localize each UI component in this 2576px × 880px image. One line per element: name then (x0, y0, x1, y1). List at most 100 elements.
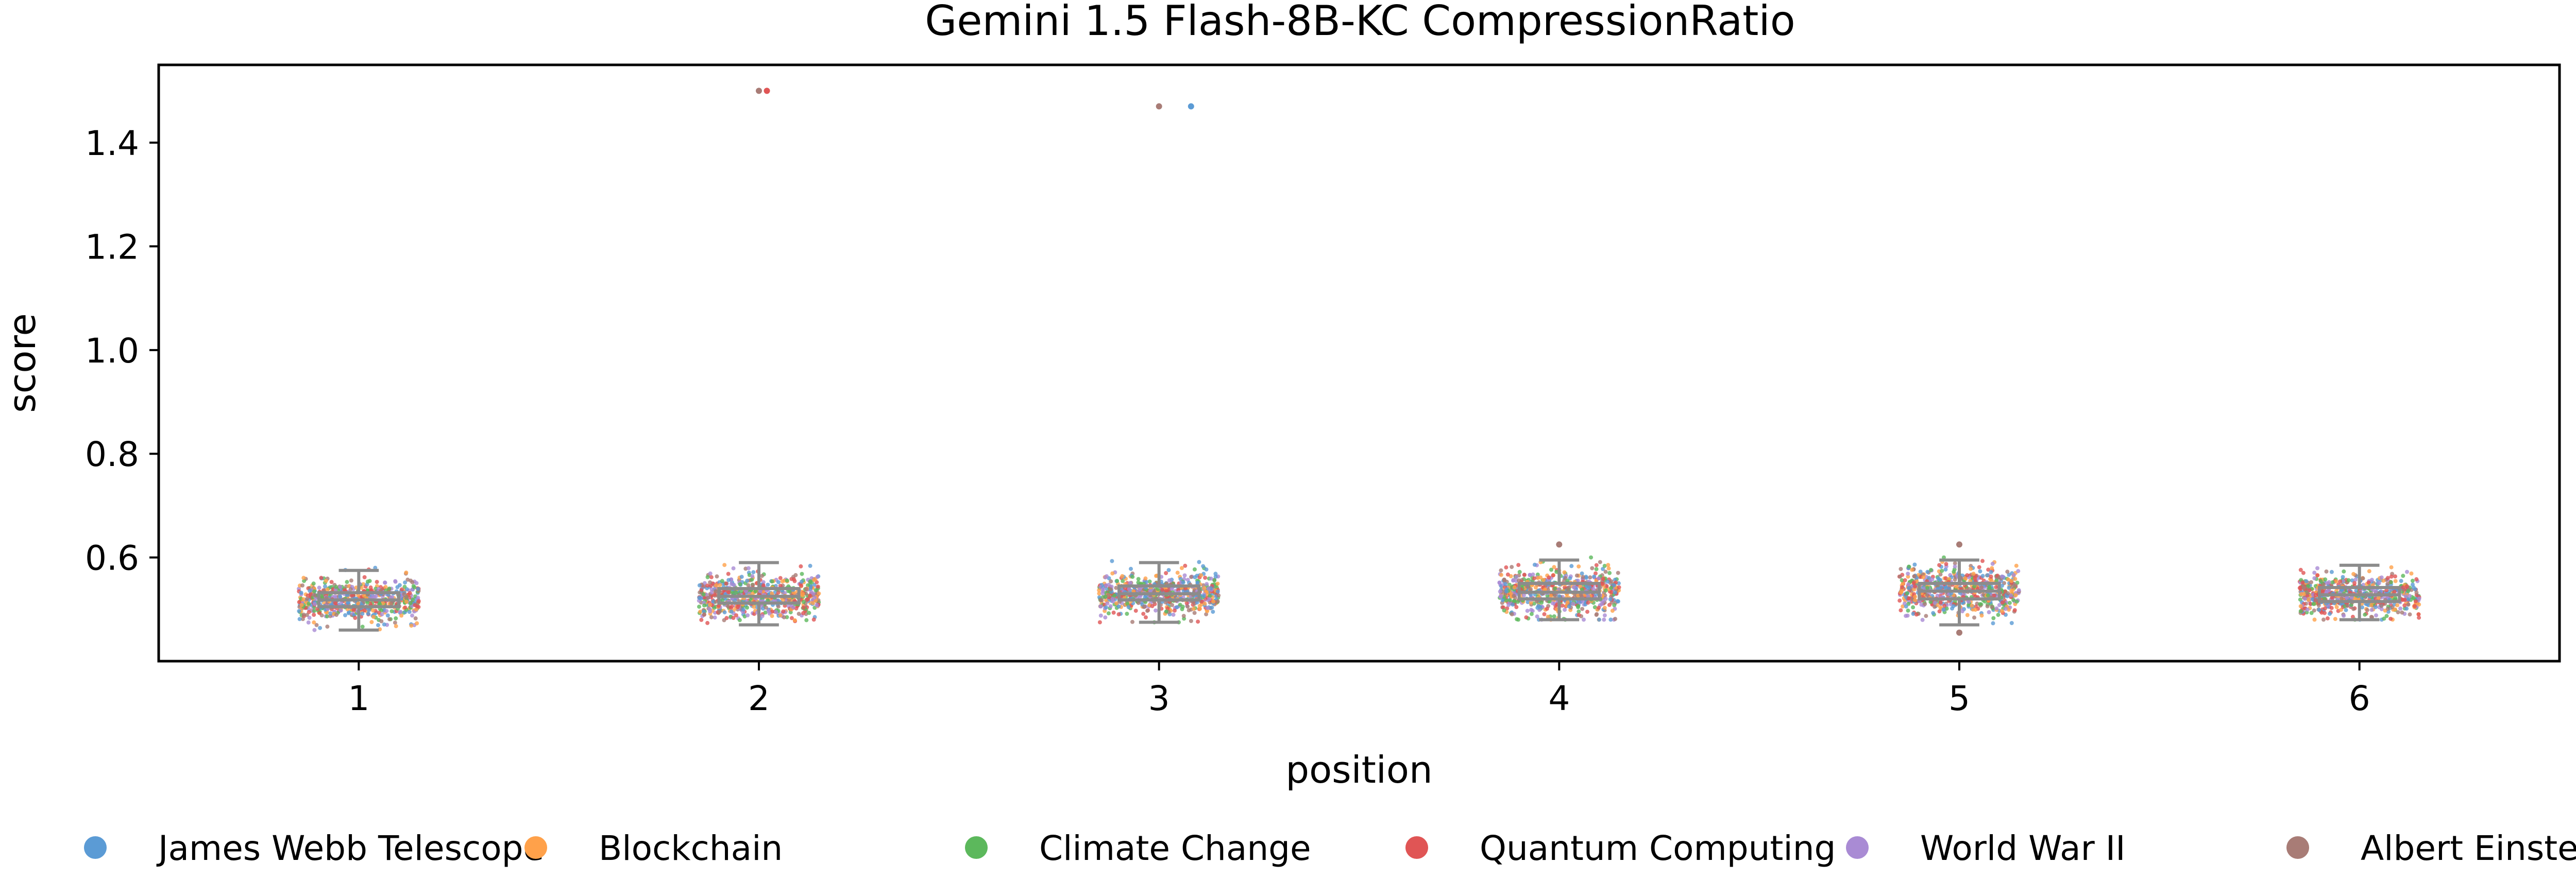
strip-point (2414, 577, 2419, 581)
outlier-point (756, 88, 762, 94)
strip-point (1138, 587, 1142, 592)
strip-point (2305, 593, 2310, 598)
strip-point (1201, 594, 1206, 598)
strip-point (369, 620, 374, 625)
strip-point (714, 589, 718, 594)
strip-point (2408, 594, 2412, 598)
strip-point (1996, 613, 2001, 617)
strip-point (1098, 604, 1103, 609)
strip-point (1097, 620, 1102, 625)
strip-point (1185, 605, 1190, 609)
strip-point (785, 578, 789, 583)
strip-point (2388, 616, 2393, 621)
strip-point (1498, 589, 1502, 594)
legend-label: Quantum Computing (1480, 829, 1836, 868)
strip-point (297, 609, 301, 613)
strip-point (1136, 601, 1141, 605)
strip-point (1522, 573, 1527, 577)
strip-point (325, 587, 330, 592)
strip-point (2367, 569, 2371, 574)
strip-point (1528, 573, 1532, 577)
strip-point (394, 624, 398, 628)
strip-point (766, 598, 770, 602)
strip-point (2315, 573, 2319, 578)
strip-point (1175, 605, 1179, 610)
strip-point (1160, 588, 1164, 592)
strip-point (2007, 600, 2012, 605)
strip-point (2324, 569, 2329, 574)
strip-point (307, 615, 312, 620)
strip-point (1532, 562, 1537, 567)
strip-point (705, 620, 710, 625)
strip-point (1545, 607, 1549, 611)
strip-point (1182, 573, 1187, 578)
strip-point (1100, 591, 1105, 596)
strip-point (404, 599, 409, 604)
strip-point (299, 602, 304, 607)
boxplot-6 (2318, 563, 2401, 622)
strip-point (1514, 575, 1519, 579)
strip-point (724, 616, 729, 620)
strip-point (2309, 580, 2313, 584)
strip-point (1923, 602, 1927, 606)
legend-item: World War II (1846, 829, 2126, 868)
strip-point (1978, 602, 1982, 607)
strip-point (1899, 608, 1903, 613)
strip-point (1904, 604, 1908, 609)
strip-point (2298, 567, 2303, 572)
strip-point (2396, 610, 2400, 614)
strip-point (305, 596, 310, 601)
strip-point (2013, 577, 2018, 581)
strip-point (1584, 584, 1589, 589)
strip-point (722, 610, 727, 615)
strip-point (1171, 612, 1176, 617)
strip-point (307, 601, 311, 606)
strip-point (774, 610, 778, 614)
strip-point (701, 592, 706, 597)
strip-point (1563, 608, 1567, 612)
y-axis-label: score (1, 313, 44, 412)
strip-point (2411, 585, 2416, 590)
strip-point (407, 610, 412, 614)
strip-point (2322, 596, 2327, 601)
strip-point (699, 617, 704, 622)
strip-point (2298, 609, 2303, 613)
strip-point (1615, 599, 1620, 603)
strip-point (2300, 580, 2305, 585)
strip-point (371, 615, 376, 619)
strip-point (1499, 594, 1503, 598)
strip-point (1977, 565, 1981, 570)
strip-point (1941, 608, 1946, 612)
strip-point (751, 583, 755, 588)
strip-point (2328, 612, 2332, 616)
strip-point (1987, 584, 1992, 589)
strip-point (1512, 599, 1516, 603)
boxplot-5 (1918, 558, 2001, 627)
strip-point (398, 610, 403, 614)
strip-point (1920, 617, 1925, 622)
strip-point (2000, 600, 2005, 605)
strip-point (1206, 606, 1210, 610)
strip-point (708, 580, 713, 584)
strip-point (697, 595, 702, 600)
strip-point (1584, 576, 1588, 580)
strip-point (1597, 576, 1601, 581)
strip-point (1560, 603, 1565, 608)
strip-point (1532, 576, 1536, 581)
strip-point (383, 585, 388, 589)
strip-point (1097, 591, 1101, 596)
strip-point (1586, 594, 1590, 599)
strip-point (2308, 601, 2313, 606)
strip-point (1913, 598, 1918, 602)
strip-point (2000, 583, 2004, 588)
strip-point (2341, 575, 2345, 579)
strip-point (1931, 611, 1936, 615)
strip-point (2363, 612, 2367, 617)
strip-point (1925, 593, 1929, 597)
strip-point (1545, 593, 1550, 598)
strip-point (1972, 615, 1976, 620)
strip-point (2009, 593, 2013, 598)
strip-point (2385, 576, 2390, 580)
strip-point (1597, 617, 1601, 622)
strip-point (1568, 576, 1572, 581)
